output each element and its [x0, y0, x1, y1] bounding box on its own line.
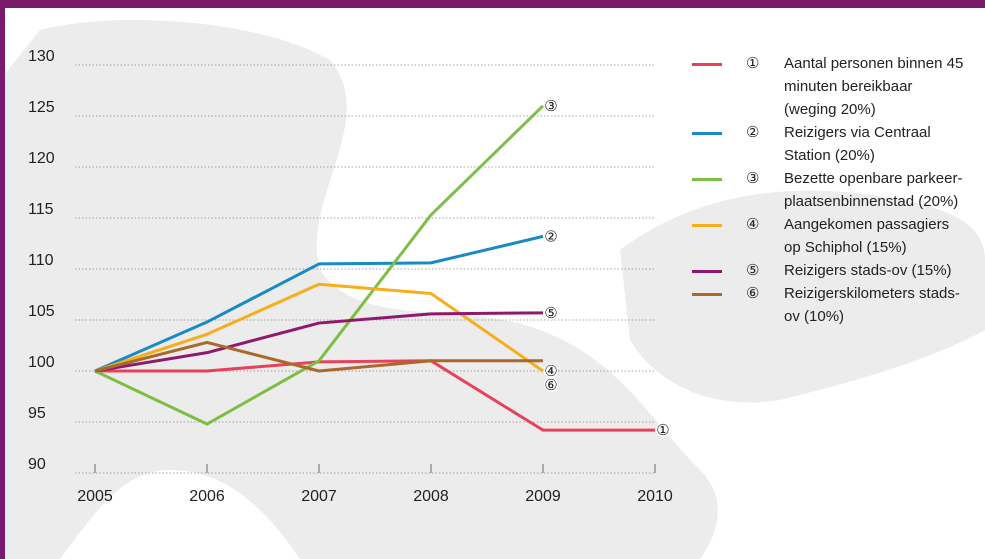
y-tick-label: 120: [28, 150, 55, 167]
x-tick-label: 2007: [301, 488, 337, 505]
plot: 90 95 100 105 110 115 120 125 130 2005 2006 2007 200…: [28, 48, 673, 505]
legend-label: Reizigers via Centraal Station (20%): [784, 124, 931, 164]
series-line: [94, 340, 543, 373]
y-tick-label: 100: [28, 354, 55, 371]
left-band: [0, 0, 5, 559]
end-label-bg: [544, 305, 558, 320]
end-label-bg: [544, 98, 558, 113]
y-tick-label: 125: [28, 99, 55, 116]
map-shape: [0, 20, 985, 559]
legend-item: ③ Bezette openbare parkeer-plaatsenbinnen…: [692, 167, 972, 213]
y-tick-label: 95: [28, 405, 46, 422]
legend-number: ③: [746, 170, 760, 187]
legend-swatch: [692, 224, 722, 227]
end-label: ④: [544, 363, 557, 380]
series-line: [94, 234, 544, 373]
end-label-bg: [544, 378, 558, 392]
y-tick-label: 130: [28, 48, 55, 65]
legend-item: ② Reizigers via Centraal Station (20%): [692, 121, 972, 167]
x-tick-label: 2006: [189, 488, 225, 505]
top-band: [0, 0, 985, 8]
x-tick-label: 2005: [77, 488, 113, 505]
legend-swatch: [692, 293, 722, 296]
legend-number: ⑥: [746, 285, 760, 302]
series-line: [95, 359, 655, 432]
legend-label: Aantal personen binnen 45 minuten bereik…: [784, 55, 964, 118]
legend-label: Aangekomen passagiers op Schiphol (15%): [784, 216, 950, 256]
legend-number: ①: [746, 55, 760, 72]
x-tick-label: 2010: [637, 488, 673, 505]
end-label-bg: [544, 364, 558, 378]
legend-swatch: [692, 132, 722, 135]
series-line: [94, 104, 545, 426]
legend-item: ⑥ Reizigerskilometers stads-ov (10%): [692, 282, 972, 328]
end-label-bg: [544, 229, 558, 244]
end-label: ⑤: [544, 305, 557, 322]
legend-label: Reizigerskilometers stads-ov (10%): [784, 285, 960, 325]
end-label: ⑥: [544, 377, 557, 394]
legend-item: ④ Aangekomen passagiers op Schiphol (15%): [692, 213, 972, 259]
x-tick-label: 2009: [525, 488, 561, 505]
end-label: ②: [544, 228, 557, 245]
legend: ① Aantal personen binnen 45 minuten berei…: [692, 52, 972, 328]
legend-number: ④: [746, 216, 760, 233]
x-tick-label: 2008: [413, 488, 449, 505]
y-tick-label: 115: [28, 201, 54, 218]
y-tick-label: 110: [28, 252, 54, 269]
legend-swatch: [692, 270, 722, 273]
series-line: [94, 311, 544, 373]
legend-item: ⑤ Reizigers stads-ov (15%): [692, 259, 972, 282]
legend-number: ②: [746, 124, 760, 141]
legend-swatch: [692, 178, 722, 181]
end-label: ③: [544, 98, 557, 115]
end-label: ①: [656, 422, 669, 439]
series-line: [94, 282, 544, 373]
y-tick-label: 105: [28, 303, 55, 320]
legend-label: Bezette openbare parkeer-plaatsenbinnens…: [784, 170, 963, 210]
end-label-bg: [656, 423, 670, 438]
y-tick-label: 90: [28, 456, 46, 473]
legend-swatch: [692, 63, 722, 66]
legend-number: ⑤: [746, 262, 760, 279]
legend-label: Reizigers stads-ov (15%): [784, 262, 952, 279]
legend-item: ① Aantal personen binnen 45 minuten berei…: [692, 52, 972, 121]
